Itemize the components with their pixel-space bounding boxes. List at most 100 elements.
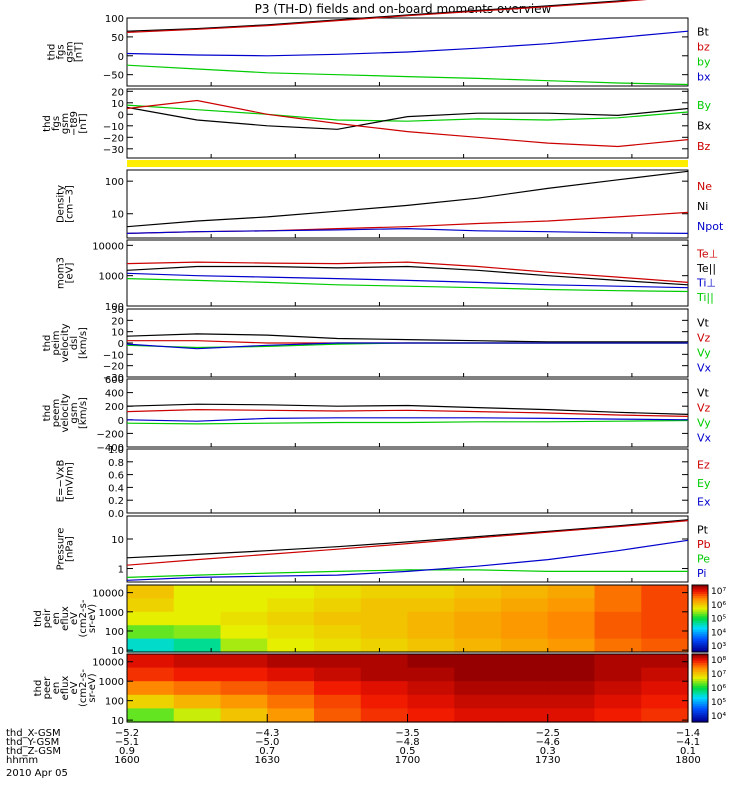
x-row-value: 1700	[395, 755, 420, 766]
panel-4: 3020100−10−20−30thdpeimvelocitydsl[km/s]…	[42, 305, 712, 384]
y-tick-label: 100	[105, 14, 124, 25]
colorbar-band	[692, 598, 708, 602]
heatmap-cell	[360, 708, 409, 723]
heatmap-cell	[454, 585, 502, 599]
x-axis-labels: thd_X-GSM −5.2 −4.3 −3.5 −2.5 −1.4 thd_Y-GSM −5…	[6, 714, 701, 766]
y-tick-label: 10	[111, 646, 124, 657]
y-axis-label: [nPa]	[65, 536, 76, 562]
heatmap-cell	[220, 638, 268, 653]
y-tick-label: 0	[118, 110, 124, 121]
y-axis-label: eflux	[60, 676, 71, 701]
heatmap-cell	[127, 694, 175, 709]
heatmap-cell	[547, 611, 596, 626]
y-tick-label: 600	[105, 375, 124, 386]
heatmap-cell	[454, 625, 502, 640]
y-axis-label: Pressure	[56, 528, 67, 571]
colorbar-band	[692, 685, 708, 689]
colorbar-band	[692, 656, 708, 660]
heatmap-cell	[127, 638, 175, 653]
y-axis-label: gsm	[69, 402, 80, 423]
heatmap-cell	[501, 694, 549, 709]
colorbar-tick-label: 10⁵	[711, 615, 726, 625]
panel-frame	[126, 169, 689, 239]
y-axis-label: eV	[69, 612, 80, 625]
heatmap-cell	[360, 667, 409, 682]
heatmap-cell	[220, 611, 268, 626]
x-row-value: −4.3	[255, 728, 279, 739]
colorbar-band	[692, 627, 708, 631]
heatmap-cell	[267, 638, 315, 653]
heatmap-cell	[127, 598, 175, 613]
legend-entry: Ne	[697, 180, 712, 193]
y-axis-label: velocity	[60, 393, 71, 432]
heatmap-cell	[641, 598, 689, 613]
panel-5: 600 400 200 0 −200 −400 thdpeemvelocitygsm[km/…	[42, 375, 712, 454]
y-axis-label: dsl	[69, 336, 80, 350]
heatmap-cell	[547, 654, 596, 669]
legend-entry: Ti||	[696, 291, 714, 304]
colorbar-band	[692, 708, 708, 712]
legend-entry: Pb	[697, 538, 711, 551]
heatmap-cell	[594, 681, 642, 696]
colorbar-band	[692, 640, 708, 644]
y-tick-label: −10	[103, 122, 124, 133]
colorbar-band	[692, 609, 708, 613]
heatmap-cell	[454, 708, 502, 723]
legend-entry: Vz	[697, 332, 711, 345]
heatmap-cell	[220, 694, 268, 709]
heatmap-cell	[641, 654, 689, 669]
legend-entry: bz	[697, 41, 710, 54]
colorbar-band	[692, 678, 708, 682]
y-tick-label: 100	[105, 177, 124, 188]
x-row-label: thd_X-GSM	[6, 728, 61, 739]
colorbar-band	[692, 681, 708, 685]
series-line-Bz	[126, 99, 689, 148]
y-tick-label: 100	[105, 302, 124, 313]
colorbar-frame	[691, 584, 709, 653]
legend-entry: Pt	[697, 523, 709, 536]
series-line-Te||	[126, 265, 689, 286]
legend-entry: Bz	[697, 140, 711, 153]
colorbar-tick-label: 10⁷	[711, 670, 726, 680]
colorbar-band	[692, 683, 708, 687]
heatmap-cell	[314, 598, 362, 613]
heatmap-cell	[501, 598, 549, 613]
panel-2: 100 10 Density[cm−3] Ne Ni Npot	[56, 169, 724, 239]
heatmap-cell	[454, 654, 502, 669]
colorbar-band	[692, 701, 708, 705]
colorbar-band	[692, 622, 708, 626]
colorbar-band	[692, 672, 708, 675]
y-tick-label: −20	[103, 133, 124, 144]
series-line-Bx	[126, 106, 689, 130]
colorbar-band	[692, 596, 708, 599]
colorbar-band	[692, 706, 708, 709]
y-tick-label: −30	[103, 373, 124, 384]
colorbar-tick-label: 10⁶	[711, 684, 726, 694]
colorbar-band	[692, 587, 708, 591]
colorbar-band	[692, 703, 708, 707]
series-line-Vy	[126, 342, 688, 349]
heatmap-cell	[501, 708, 549, 723]
heatmap-cell	[547, 638, 596, 653]
y-tick-label: −200	[97, 429, 124, 440]
series-line-Vy	[126, 419, 689, 425]
y-axis-label: peim	[51, 330, 62, 355]
x-row-value: −5.2	[115, 728, 139, 739]
colorbar-tick-label: 10³	[711, 642, 726, 652]
heatmap-cell	[173, 585, 222, 599]
x-row-label: thd_Y-GSM	[6, 737, 59, 748]
heatmap-cell	[641, 638, 689, 653]
y-axis-label: fgs	[56, 44, 67, 59]
heatmap-cell	[127, 611, 175, 626]
legend-entry: Vx	[697, 362, 712, 375]
y-axis-label: mom3	[56, 257, 67, 289]
x-row-value: 1600	[114, 755, 139, 766]
heatmap-cell	[454, 681, 502, 696]
heatmap-cell	[594, 654, 642, 669]
colorbar-band	[692, 614, 708, 617]
heatmap-cell	[127, 681, 175, 696]
y-tick-label: 20	[111, 87, 124, 98]
